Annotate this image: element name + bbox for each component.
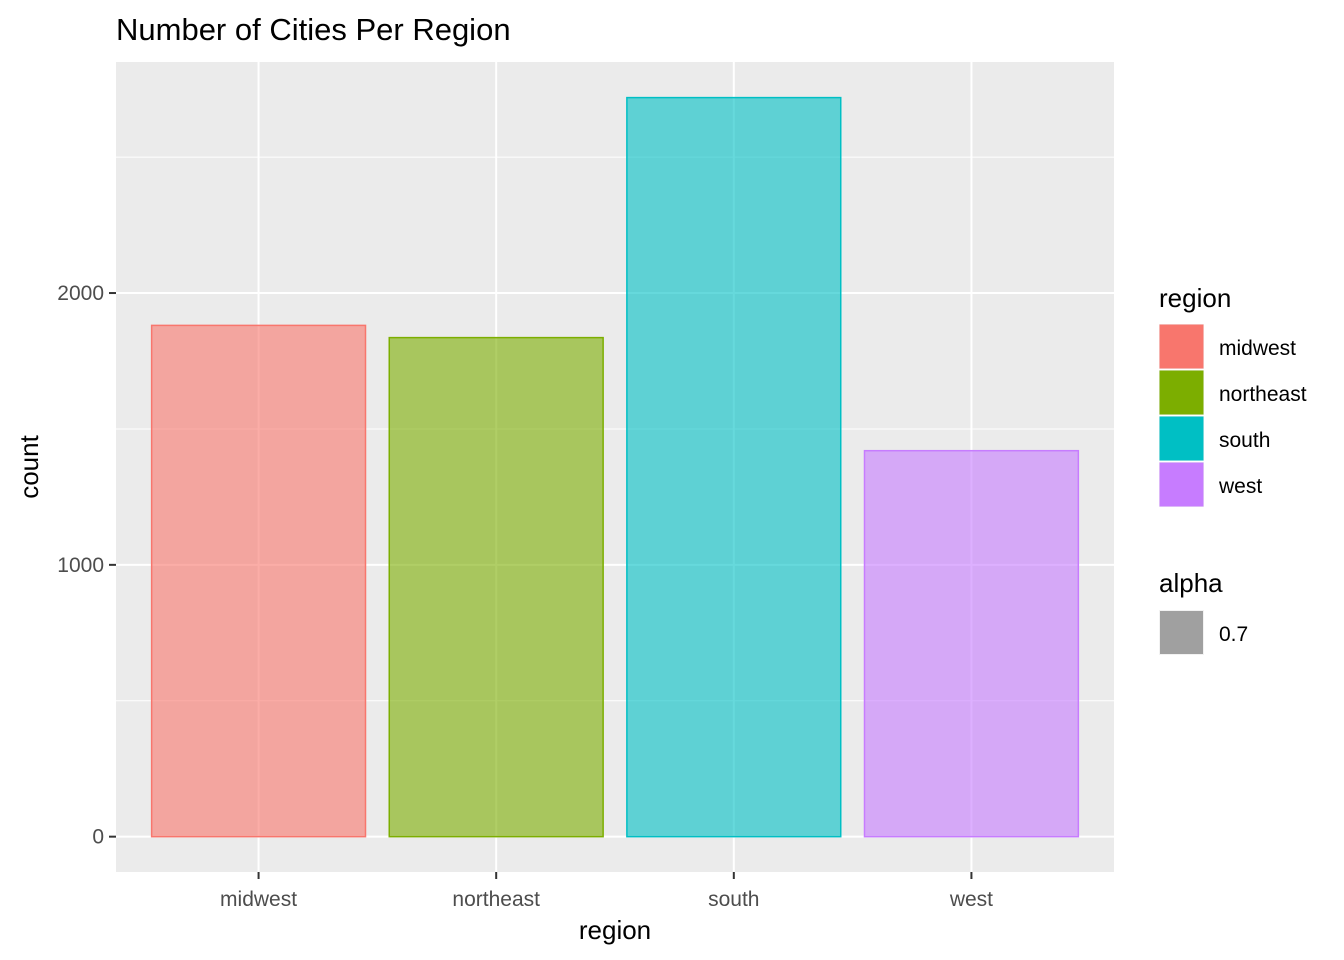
legend-title: region: [1159, 283, 1231, 313]
x-tick-label: south: [708, 888, 759, 911]
legend-label: west: [1218, 475, 1262, 498]
legend-swatch-south: [1159, 416, 1204, 461]
y-tick-label: 0: [92, 826, 104, 849]
legend-swatch-midwest: [1159, 324, 1204, 369]
y-tick-label: 1000: [57, 554, 104, 577]
legend-swatch-alpha: [1160, 611, 1203, 654]
y-tick-label: 2000: [57, 282, 104, 305]
legend-label: 0.7: [1219, 623, 1248, 646]
legend-title: alpha: [1159, 568, 1223, 598]
x-axis: midwest northeast south west: [220, 872, 993, 911]
legend-label: midwest: [1219, 337, 1296, 360]
bars: [150, 96, 1080, 838]
legend-label: northeast: [1219, 383, 1307, 406]
bar-northeast: [388, 336, 604, 838]
x-axis-title: region: [579, 915, 651, 945]
legend-swatch-northeast: [1159, 370, 1204, 415]
legend-swatch-west: [1159, 462, 1204, 507]
x-tick-label: midwest: [220, 888, 297, 911]
bar-midwest: [150, 324, 367, 838]
y-axis-title: count: [14, 434, 44, 498]
bar-west: [863, 449, 1080, 838]
x-tick-label: northeast: [452, 888, 540, 911]
legend-label: south: [1219, 429, 1270, 452]
x-tick-label: west: [949, 888, 993, 911]
chart-title: Number of Cities Per Region: [116, 12, 511, 47]
bar-south: [626, 96, 842, 838]
legend: region midwest northeast south west alpha 0.7: [1159, 283, 1307, 655]
y-axis: 0 1000 2000: [57, 282, 116, 849]
